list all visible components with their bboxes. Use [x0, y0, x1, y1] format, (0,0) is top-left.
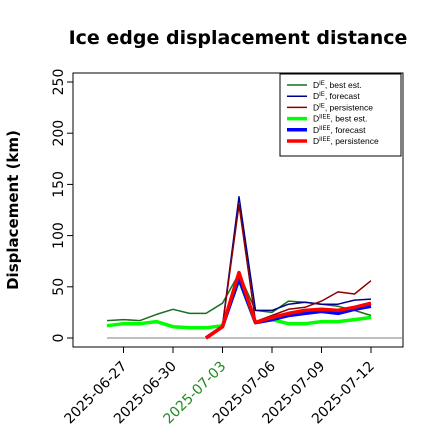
series-layer — [106, 195, 372, 340]
y-tick-label: 50 — [51, 278, 67, 296]
y-axis: 0 50 100 150 200 250 — [51, 69, 73, 343]
y-axis-label: Displacement (km) — [4, 130, 22, 290]
legend-entry: DIIEE, best est. — [313, 114, 367, 124]
series-line-6 — [205, 270, 372, 340]
series-line-3 — [205, 204, 372, 339]
y-tick-label: 150 — [51, 171, 67, 198]
chart-title: Ice edge displacement distance — [69, 27, 408, 49]
legend-entry: DIIEE, forecast — [313, 125, 366, 135]
y-tick-label: 200 — [51, 120, 67, 147]
x-axis: 2025-06-272025-06-302025-07-032025-07-06… — [61, 347, 378, 427]
y-tick-label: 0 — [51, 334, 67, 343]
y-tick-label: 100 — [51, 222, 67, 249]
legend-entry: DIE, best est. — [313, 80, 362, 90]
plot-frame — [72, 72, 404, 348]
y-tick-label: 250 — [51, 69, 67, 96]
legend-entry: DIE, forecast — [313, 91, 360, 101]
legend-entry: DIE, persistence — [313, 102, 373, 112]
legend-entry: DIIEE, persistence — [313, 136, 379, 146]
